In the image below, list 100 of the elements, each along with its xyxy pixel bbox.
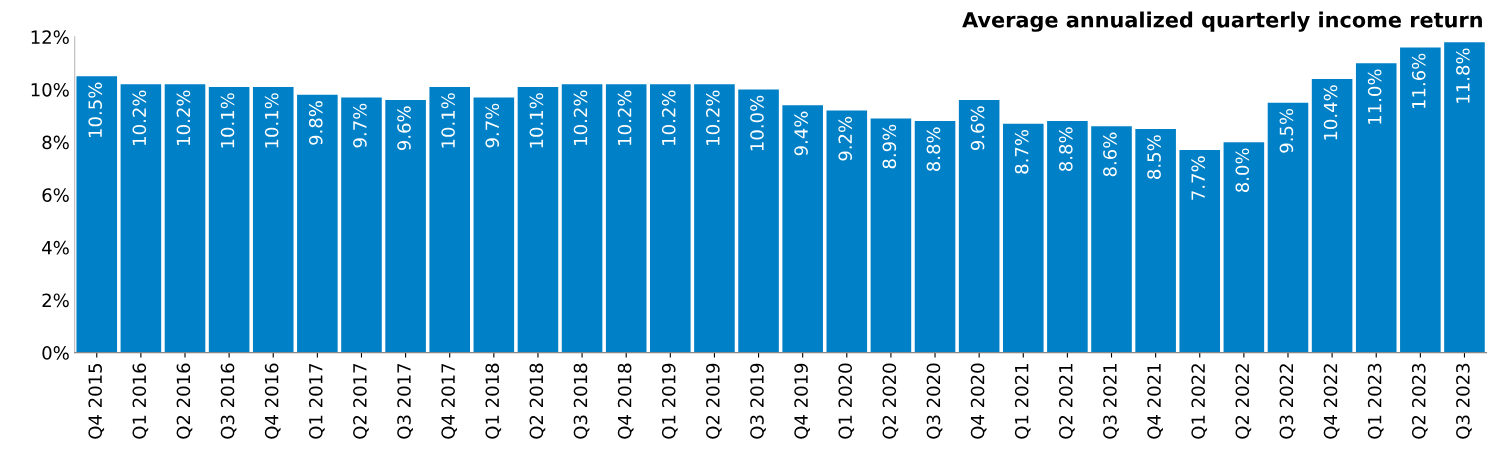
- y-tick-label: 0%: [42, 346, 69, 360]
- y-tick-label: 6%: [42, 188, 69, 202]
- bar: [1091, 126, 1132, 353]
- data-label: 10.2%: [661, 90, 676, 145]
- x-tick-label: Q2 2017: [353, 363, 369, 439]
- bar: [1135, 128, 1176, 353]
- data-label: 10.2%: [617, 90, 632, 145]
- x-tick-label: Q1 2020: [838, 363, 855, 439]
- bar: [1002, 123, 1044, 353]
- bar: [1047, 121, 1088, 353]
- x-tick-label: Q1 2018: [485, 363, 502, 439]
- bar: [561, 84, 603, 353]
- data-label: 10.1%: [529, 93, 544, 148]
- data-label: 8.8%: [926, 127, 941, 171]
- bar: [1400, 47, 1441, 353]
- y-tick-label: 2%: [42, 293, 69, 308]
- x-tick-label: Q1 2019: [661, 363, 678, 439]
- data-label: 10.2%: [706, 90, 720, 145]
- data-label: 9.7%: [353, 103, 367, 148]
- bar: [650, 84, 691, 353]
- bar: [1179, 150, 1221, 353]
- data-label: 9.6%: [970, 106, 985, 151]
- data-label: 10.1%: [220, 93, 235, 148]
- bar: [120, 84, 162, 353]
- x-tick-label: Q3 2018: [573, 363, 590, 439]
- x-tick-label: Q1 2016: [132, 363, 149, 439]
- x-tick-label: Q3 2020: [926, 363, 943, 439]
- bar: [341, 97, 382, 353]
- x-tick-label: Q1 2017: [308, 363, 325, 439]
- x-tick-label: Q4 2016: [264, 363, 281, 439]
- bar: [826, 110, 868, 353]
- bar: [1223, 142, 1265, 353]
- x-tick-label: Q2 2021: [1058, 364, 1075, 439]
- bar: [738, 89, 779, 353]
- data-label: 10.2%: [132, 90, 147, 145]
- bar: [385, 100, 426, 353]
- y-tick-label: 8%: [42, 135, 69, 150]
- x-tick-label: Q2 2019: [706, 363, 722, 439]
- data-label: 10.4%: [1323, 85, 1338, 140]
- x-tick-label: Q4 2015: [88, 363, 105, 439]
- data-label: 9.6%: [397, 106, 411, 151]
- x-tick-label: Q2 2022: [1235, 364, 1252, 439]
- y-tick-label: 4%: [42, 240, 69, 255]
- data-label: 11.0%: [1367, 69, 1382, 124]
- chart-title: Average annualized quarterly income return: [962, 11, 1482, 32]
- bar: [1444, 42, 1485, 353]
- bar: [1355, 63, 1397, 353]
- x-tick-label: Q4 2022: [1323, 364, 1340, 439]
- data-label: 8.7%: [1014, 129, 1029, 174]
- x-tick-label: Q4 2021: [1147, 364, 1163, 439]
- data-label: 8.6%: [1103, 132, 1117, 177]
- x-tick-label: Q4 2018: [617, 363, 634, 439]
- data-label: 9.2%: [838, 116, 853, 161]
- bar: [694, 84, 735, 353]
- x-tick-label: Q2 2016: [176, 363, 193, 439]
- data-label: 9.8%: [308, 101, 323, 145]
- y-tick-label: 12%: [31, 30, 69, 44]
- data-label: 8.0%: [1235, 148, 1250, 193]
- data-label: 8.9%: [882, 124, 897, 169]
- x-tick-label: Q3 2016: [220, 363, 237, 439]
- x-tick-label: Q4 2020: [970, 363, 987, 439]
- bar: [252, 86, 294, 353]
- bar: [958, 100, 1000, 353]
- data-label: 8.8%: [1058, 127, 1073, 171]
- x-tick-label: Q3 2019: [750, 363, 766, 439]
- bar: [76, 76, 118, 353]
- bar: [517, 86, 559, 353]
- bar: [164, 84, 206, 353]
- x-tick-label: Q2 2020: [882, 363, 899, 439]
- data-label: 10.5%: [88, 82, 102, 137]
- data-label: 10.0%: [750, 95, 764, 151]
- bar: [208, 86, 250, 353]
- x-tick-label: Q1 2022: [1191, 364, 1208, 439]
- bar: [605, 84, 647, 353]
- bar: [914, 121, 956, 353]
- x-tick-label: Q1 2023: [1367, 363, 1384, 439]
- bar: [473, 97, 515, 353]
- x-tick-label: Q2 2023: [1411, 363, 1428, 439]
- data-label: 11.6%: [1411, 53, 1426, 109]
- bar: [297, 94, 338, 353]
- x-tick-label: Q3 2023: [1456, 363, 1472, 439]
- x-tick-label: Q3 2021: [1103, 364, 1119, 439]
- bar: [782, 105, 823, 353]
- data-label: 10.1%: [441, 93, 455, 148]
- data-label: 8.5%: [1147, 135, 1161, 179]
- y-tick-label: 10%: [31, 82, 69, 97]
- x-tick-label: Q2 2018: [529, 363, 546, 439]
- data-label: 9.5%: [1279, 108, 1294, 153]
- data-label: 9.7%: [485, 103, 500, 148]
- data-label: 10.2%: [573, 90, 588, 145]
- x-tick-label: Q3 2017: [397, 363, 413, 439]
- data-label: 9.4%: [794, 111, 808, 156]
- data-label: 10.1%: [264, 93, 279, 148]
- bar: [1267, 102, 1309, 353]
- data-label: 10.2%: [176, 90, 191, 145]
- x-tick-label: Q3 2022: [1279, 364, 1296, 439]
- bar: [429, 86, 471, 353]
- x-tick-label: Q1 2021: [1014, 364, 1031, 439]
- x-tick-label: Q4 2019: [794, 363, 810, 439]
- data-label: 7.7%: [1191, 156, 1205, 200]
